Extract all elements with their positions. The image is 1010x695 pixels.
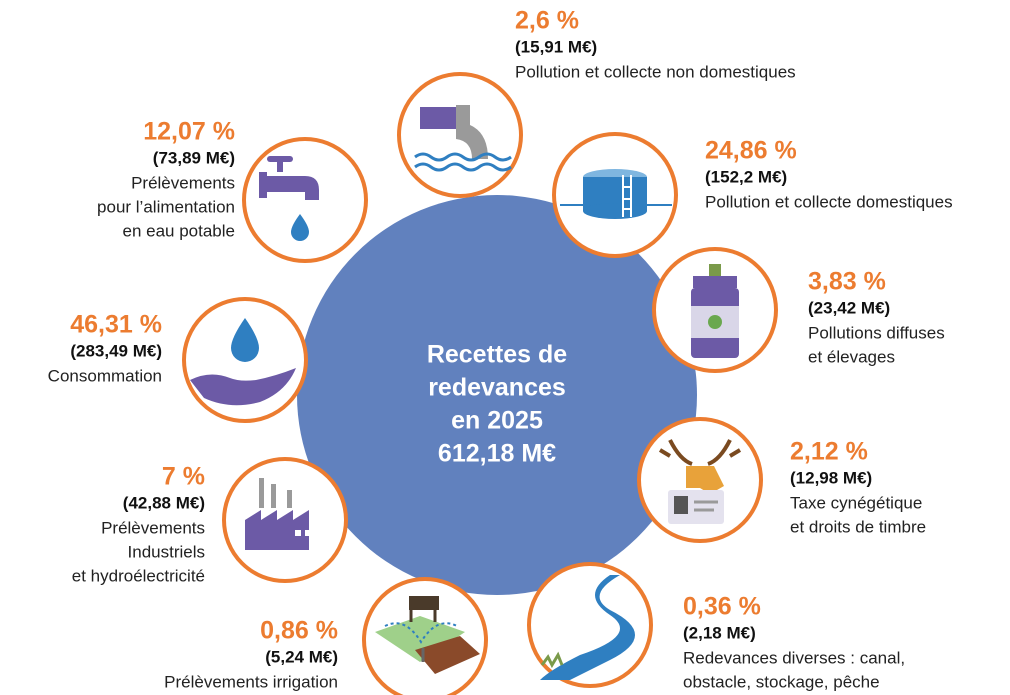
icon-shape: [295, 530, 301, 536]
label: Pollution et collecte domestiques: [705, 192, 953, 211]
amount: (2,18 M€): [683, 623, 756, 642]
icon-shape: [271, 484, 276, 508]
percent: 0,86 %: [260, 617, 338, 645]
label: Prélèvements irrigation: [164, 672, 338, 691]
icon-shape: [674, 496, 688, 514]
percent: 0,36 %: [683, 593, 761, 621]
label: Consommation: [48, 366, 162, 385]
amount: (283,49 M€): [70, 341, 162, 360]
icon: [691, 264, 739, 358]
label: Pollution et collecte non domestiques: [515, 62, 796, 81]
icon-shape: [709, 264, 721, 276]
label: pour l’alimentation: [97, 197, 235, 216]
label: et hydroélectricité: [72, 566, 205, 585]
amount: (15,91 M€): [515, 37, 597, 56]
label: Taxe cynégétique: [790, 493, 922, 512]
percent: 12,07 %: [143, 118, 235, 146]
amount: (5,24 M€): [265, 647, 338, 666]
icon-shape: [287, 490, 292, 508]
center-text: Recettes de: [427, 341, 567, 369]
label: en eau potable: [123, 221, 236, 240]
percent: 2,12 %: [790, 438, 868, 466]
label: Pollutions diffuses: [808, 323, 945, 342]
percent: 46,31 %: [70, 311, 162, 339]
amount: (42,88 M€): [123, 493, 205, 512]
icon-shape: [259, 478, 264, 508]
icon-shape: [583, 203, 647, 219]
label: et élevages: [808, 347, 895, 366]
percent: 7 %: [162, 463, 205, 491]
center-text: redevances: [428, 374, 566, 402]
percent: 24,86 %: [705, 137, 797, 165]
percent: 3,83 %: [808, 268, 886, 296]
label: Prélèvements: [101, 518, 205, 537]
icon-shape: [259, 172, 267, 198]
icon-shape: [409, 596, 439, 610]
amount: (23,42 M€): [808, 298, 890, 317]
icon-shape: [693, 276, 737, 288]
icon-shape: [708, 315, 722, 329]
center-text: en 2025: [451, 407, 543, 435]
label: et droits de timbre: [790, 517, 926, 536]
center-text: 612,18 M€: [438, 440, 556, 468]
icon-shape: [420, 107, 458, 129]
label: Prélèvements: [131, 173, 235, 192]
percent: 2,6 %: [515, 7, 579, 35]
label: Industriels: [128, 542, 205, 561]
icon-shape: [305, 530, 311, 536]
page: Recettes de redevances en 2025 612,18 M€ 2,6…: [0, 0, 1010, 695]
amount: (12,98 M€): [790, 468, 872, 487]
icon-shape: [315, 530, 321, 536]
amount: (152,2 M€): [705, 167, 787, 186]
amount: (73,89 M€): [153, 148, 235, 167]
label: obstacle, stockage, pêche: [683, 672, 880, 691]
infographic: Recettes de redevances en 2025 612,18 M€ 2,6…: [0, 0, 1010, 695]
icon-shape: [267, 156, 293, 162]
label: Redevances diverses : canal,: [683, 648, 905, 667]
